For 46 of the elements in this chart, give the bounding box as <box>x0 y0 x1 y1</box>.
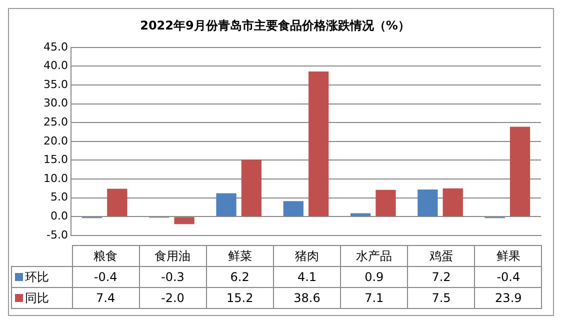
bar <box>107 188 128 216</box>
y-tick-label: -5.0 <box>46 228 68 242</box>
bar <box>283 201 304 216</box>
y-tick-label: 20.0 <box>44 134 68 148</box>
y-tick-label: 45.0 <box>44 40 68 54</box>
bar <box>418 190 438 216</box>
y-tick-label: 15.0 <box>44 153 68 166</box>
y-tick-label: 0.0 <box>50 209 68 222</box>
x-tick-label: 粮食 <box>72 246 140 266</box>
data-label: 6.2 <box>206 266 274 288</box>
data-label: 7.1 <box>340 288 408 308</box>
bar <box>376 190 396 216</box>
bar <box>174 217 194 224</box>
data-label: -0.4 <box>72 266 140 288</box>
bar <box>510 126 530 216</box>
data-label: 7.4 <box>72 288 140 308</box>
x-tick-label: 鲜果 <box>474 246 542 266</box>
data-label: 4.1 <box>273 266 341 288</box>
legend-label: 环比 <box>25 270 49 284</box>
bar <box>442 188 463 216</box>
x-tick-label: 鲜菜 <box>206 246 274 266</box>
data-label: 7.5 <box>408 288 475 308</box>
data-label: 0.9 <box>340 266 408 288</box>
x-tick-label: 猪肉 <box>273 246 341 266</box>
data-label: -0.4 <box>474 266 542 288</box>
bar <box>216 193 236 216</box>
bar <box>350 213 371 216</box>
y-tick-label: 30.0 <box>44 96 68 110</box>
data-label: 38.6 <box>273 288 341 308</box>
data-label: 15.2 <box>206 288 274 308</box>
chart-title: 2022年9月份青岛市主要食品价格涨跌情况（%） <box>140 18 410 32</box>
data-label: 23.9 <box>474 288 542 308</box>
x-tick-label: 鸡蛋 <box>408 246 475 266</box>
data-label: -2.0 <box>139 288 206 308</box>
legend-label: 同比 <box>25 290 49 304</box>
data-label: 7.2 <box>408 266 475 288</box>
bar <box>308 71 329 216</box>
x-tick-label: 水产品 <box>340 246 408 266</box>
y-tick-label: 25.0 <box>44 115 68 128</box>
y-tick-label: 40.0 <box>44 59 68 72</box>
y-tick-label: 5.0 <box>50 190 68 204</box>
y-tick-label: 10.0 <box>44 172 68 185</box>
data-label: -0.3 <box>139 266 206 288</box>
bar <box>241 159 262 216</box>
x-tick-label: 食用油 <box>139 246 206 266</box>
y-tick-label: 35.0 <box>44 78 68 91</box>
